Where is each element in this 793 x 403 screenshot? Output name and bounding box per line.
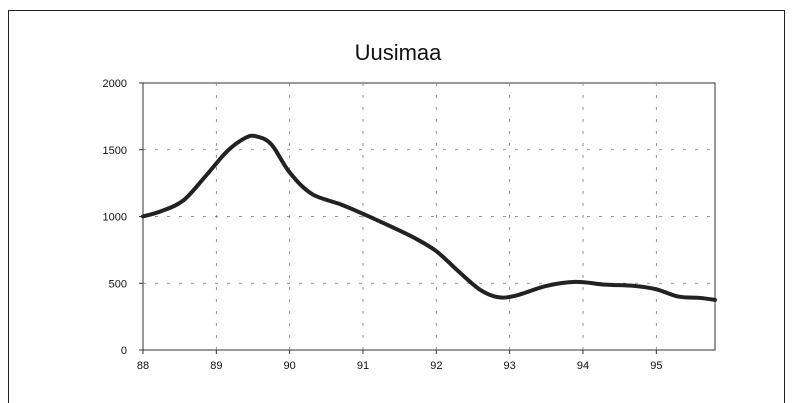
x-tick-label: 88	[137, 360, 149, 372]
x-tick-label: 89	[210, 360, 222, 372]
series-line	[141, 133, 717, 302]
y-tick-label: 0	[121, 345, 127, 357]
y-tick-label: 1500	[103, 145, 127, 157]
x-tick-label: 93	[504, 360, 516, 372]
chart-frame	[8, 10, 785, 403]
grid-lines	[143, 83, 715, 350]
x-tick-label: 95	[650, 360, 662, 372]
y-tick-label: 500	[109, 278, 127, 290]
x-tick-label: 90	[284, 360, 296, 372]
x-tick-label: 92	[430, 360, 442, 372]
x-tick-label: 91	[357, 360, 369, 372]
axis-ticks: 88 89 90 91 92 93 94 95 0 500 1000 1500 2000	[103, 78, 663, 372]
series-layer	[141, 133, 717, 302]
y-tick-label: 1000	[103, 212, 127, 224]
chart-title: Uusimaa	[355, 40, 443, 65]
y-tick-label: 2000	[103, 78, 127, 90]
x-tick-label: 94	[577, 360, 589, 372]
